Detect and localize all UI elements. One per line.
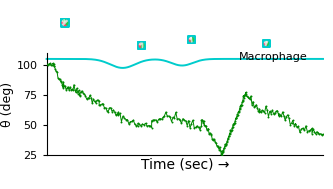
Polygon shape xyxy=(187,35,192,44)
Polygon shape xyxy=(262,40,268,48)
Circle shape xyxy=(187,35,196,44)
Circle shape xyxy=(264,41,266,43)
Circle shape xyxy=(60,18,70,28)
Polygon shape xyxy=(142,41,146,50)
Text: Macrophage: Macrophage xyxy=(239,52,307,62)
Polygon shape xyxy=(61,18,69,27)
Circle shape xyxy=(62,19,65,22)
Polygon shape xyxy=(191,35,196,44)
Polygon shape xyxy=(191,34,192,45)
Polygon shape xyxy=(60,19,69,28)
Circle shape xyxy=(137,41,146,50)
Circle shape xyxy=(262,39,271,48)
Circle shape xyxy=(189,37,191,39)
X-axis label: Time (sec) →: Time (sec) → xyxy=(141,158,229,172)
Polygon shape xyxy=(61,18,70,26)
Circle shape xyxy=(139,42,142,45)
Y-axis label: θ (deg): θ (deg) xyxy=(1,81,14,126)
Polygon shape xyxy=(264,39,269,48)
Polygon shape xyxy=(137,41,142,50)
Polygon shape xyxy=(265,39,271,47)
